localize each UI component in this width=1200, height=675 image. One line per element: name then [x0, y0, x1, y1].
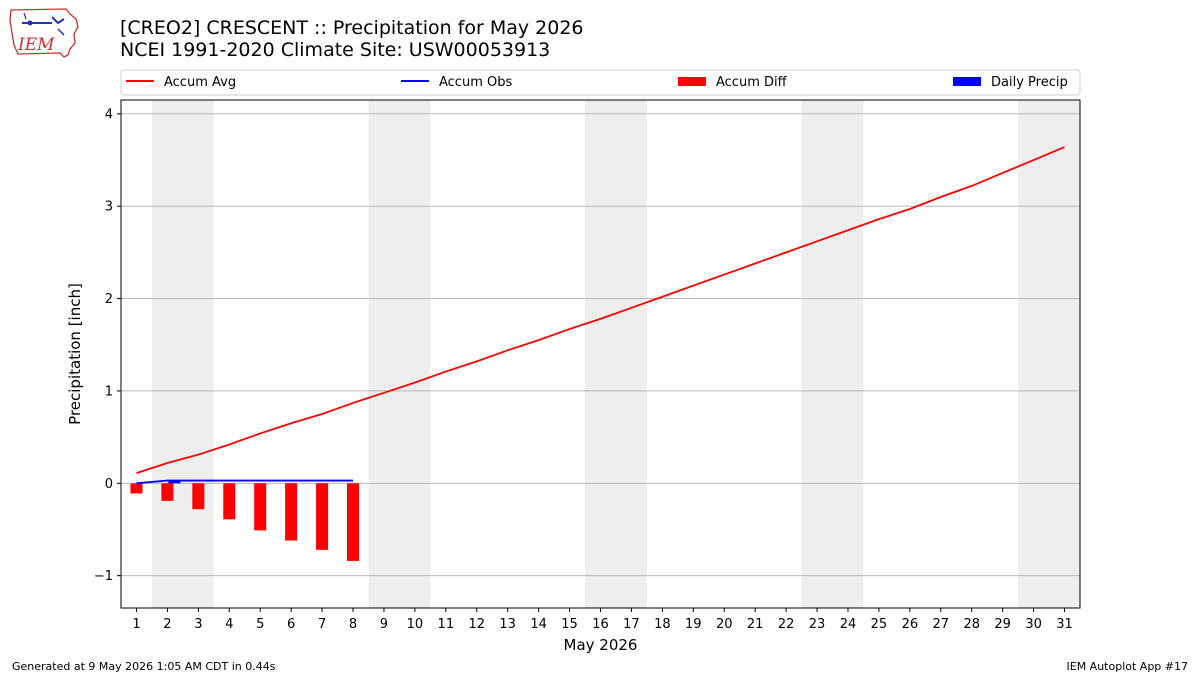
- weekend-shade: [585, 100, 647, 608]
- x-tick-label: 21: [747, 617, 764, 632]
- x-tick-label: 20: [716, 617, 733, 632]
- accum-avg-line: [136, 146, 1065, 475]
- accum-diff-bar: [192, 483, 205, 510]
- x-tick-label: 14: [530, 617, 547, 632]
- legend-accum-obs-label: Accum Obs: [439, 75, 512, 90]
- x-tick-label: 24: [840, 617, 857, 632]
- y-axis-label: Precipitation [inch]: [66, 283, 84, 425]
- x-tick-label: 2: [163, 617, 171, 632]
- x-tick-label: 16: [592, 617, 609, 632]
- legend-accum-diff-label: Accum Diff: [716, 75, 788, 90]
- x-tick-label: 13: [499, 617, 516, 632]
- x-tick-label: 9: [380, 617, 388, 632]
- x-axis-label: May 2026: [564, 636, 638, 654]
- x-tick-label: 12: [468, 617, 485, 632]
- x-tick-label: 25: [871, 617, 888, 632]
- x-tick-label: 29: [994, 617, 1011, 632]
- x-tick-label: 11: [438, 617, 455, 632]
- weekend-shade: [1018, 100, 1080, 608]
- y-tick-label: 2: [105, 292, 113, 307]
- chart-title: [CREO2] CRESCENT :: Precipitation for Ma…: [120, 17, 584, 39]
- y-tick-label: −1: [94, 569, 113, 584]
- x-tick-label: 19: [685, 617, 702, 632]
- x-tick-label: 7: [318, 617, 326, 632]
- weekend-shade: [368, 100, 431, 608]
- chart-subtitle: NCEI 1991-2020 Climate Site: USW00053913: [120, 39, 551, 61]
- accum-diff-bar: [285, 483, 298, 541]
- y-tick-label: 0: [105, 477, 113, 492]
- legend-box: [120, 69, 1081, 96]
- iem-logo: IEM: [8, 5, 82, 63]
- y-tick-label: 4: [105, 107, 113, 122]
- weekend-shade: [801, 100, 864, 608]
- legend-daily-precip-label: Daily Precip: [991, 75, 1068, 90]
- x-tick-label: 5: [256, 617, 264, 632]
- iem-logo-text: IEM: [17, 35, 55, 55]
- x-tick-label: 23: [809, 617, 826, 632]
- y-tick-label: 1: [105, 384, 113, 399]
- legend-daily-precip-swatch: [953, 77, 981, 86]
- x-tick-label: 18: [654, 617, 671, 632]
- iem-iowa-map-icon: IEM: [9, 8, 79, 58]
- accum-diff-bar: [130, 483, 143, 494]
- daily-precip-bar: [168, 480, 181, 484]
- accum-obs-line: [136, 479, 354, 485]
- app-credit: IEM Autoplot App #17: [1066, 660, 1189, 673]
- x-tick-label: 31: [1056, 617, 1073, 632]
- accum-diff-bar: [161, 483, 174, 501]
- accum-diff-bar: [316, 483, 329, 550]
- x-tick-label: 15: [561, 617, 578, 632]
- accum-diff-bar: [347, 483, 360, 561]
- legend-accum-avg-label: Accum Avg: [164, 75, 236, 90]
- weekend-shade: [151, 100, 214, 608]
- x-tick-label: 28: [963, 617, 980, 632]
- x-tick-label: 17: [623, 617, 640, 632]
- y-tick-label: 3: [105, 200, 113, 215]
- x-tick-label: 26: [902, 617, 919, 632]
- x-tick-label: 30: [1025, 617, 1042, 632]
- x-tick-label: 4: [225, 617, 233, 632]
- x-tick-label: 27: [933, 617, 950, 632]
- x-tick-label: 1: [132, 617, 140, 632]
- accum-diff-bar: [223, 483, 236, 520]
- accum-diff-bar: [254, 483, 267, 531]
- x-tick-label: 22: [778, 617, 795, 632]
- x-tick-label: 10: [407, 617, 424, 632]
- x-tick-label: 3: [194, 617, 202, 632]
- x-tick-label: 6: [287, 617, 295, 632]
- x-tick-label: 8: [349, 617, 357, 632]
- legend-accum-diff-swatch: [678, 77, 706, 86]
- generated-timestamp: Generated at 9 May 2026 1:05 AM CDT in 0…: [12, 660, 276, 673]
